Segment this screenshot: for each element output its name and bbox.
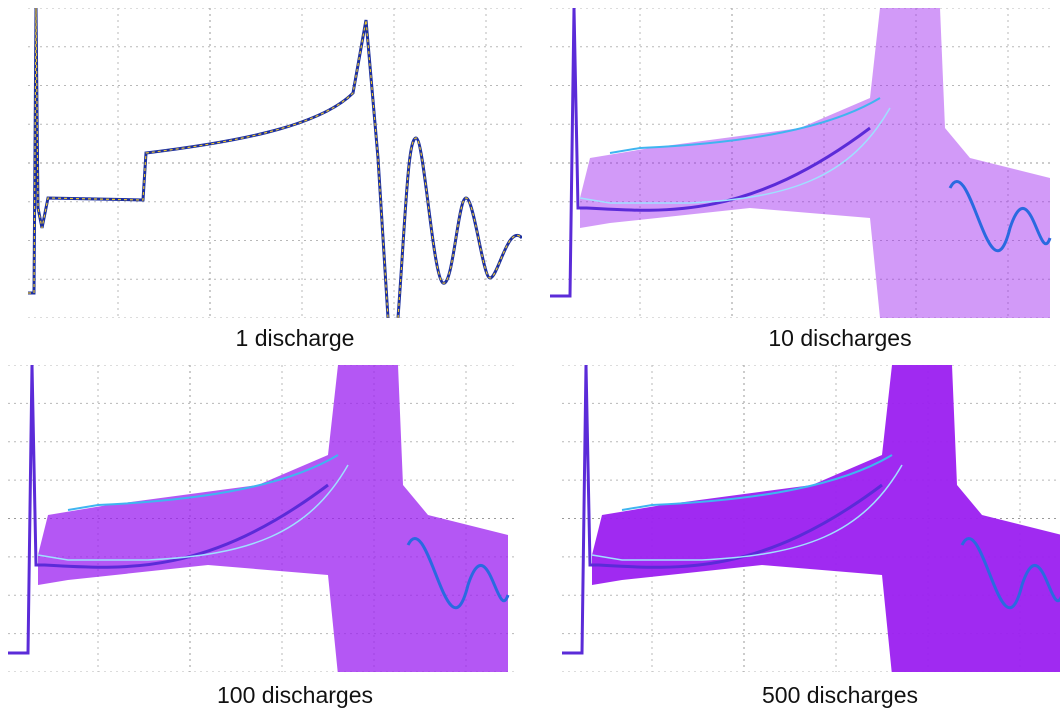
panel-caption: 100 discharges xyxy=(217,682,373,708)
waveform xyxy=(591,464,903,561)
grid xyxy=(550,8,1052,318)
waveform xyxy=(37,464,349,561)
waveform xyxy=(562,365,883,655)
waveform xyxy=(550,8,871,298)
waveform-band xyxy=(592,365,1060,672)
panel-caption: 10 discharges xyxy=(768,325,912,351)
scope-panel xyxy=(562,365,1060,672)
scope-panel xyxy=(550,8,1052,318)
waveform xyxy=(621,454,893,511)
waveform xyxy=(28,8,522,318)
scope-panel xyxy=(8,365,518,672)
waveform xyxy=(8,365,329,655)
scope-panel xyxy=(28,8,522,318)
grid xyxy=(28,8,522,318)
waveform xyxy=(67,454,339,511)
waveform xyxy=(579,107,891,204)
waveform-band xyxy=(38,365,508,672)
panel-caption: 1 discharge xyxy=(235,325,355,351)
waveform xyxy=(960,536,1060,609)
panel-caption: 500 discharges xyxy=(762,682,918,708)
waveform xyxy=(609,97,881,154)
waveform xyxy=(406,536,510,609)
waveform xyxy=(948,179,1052,252)
